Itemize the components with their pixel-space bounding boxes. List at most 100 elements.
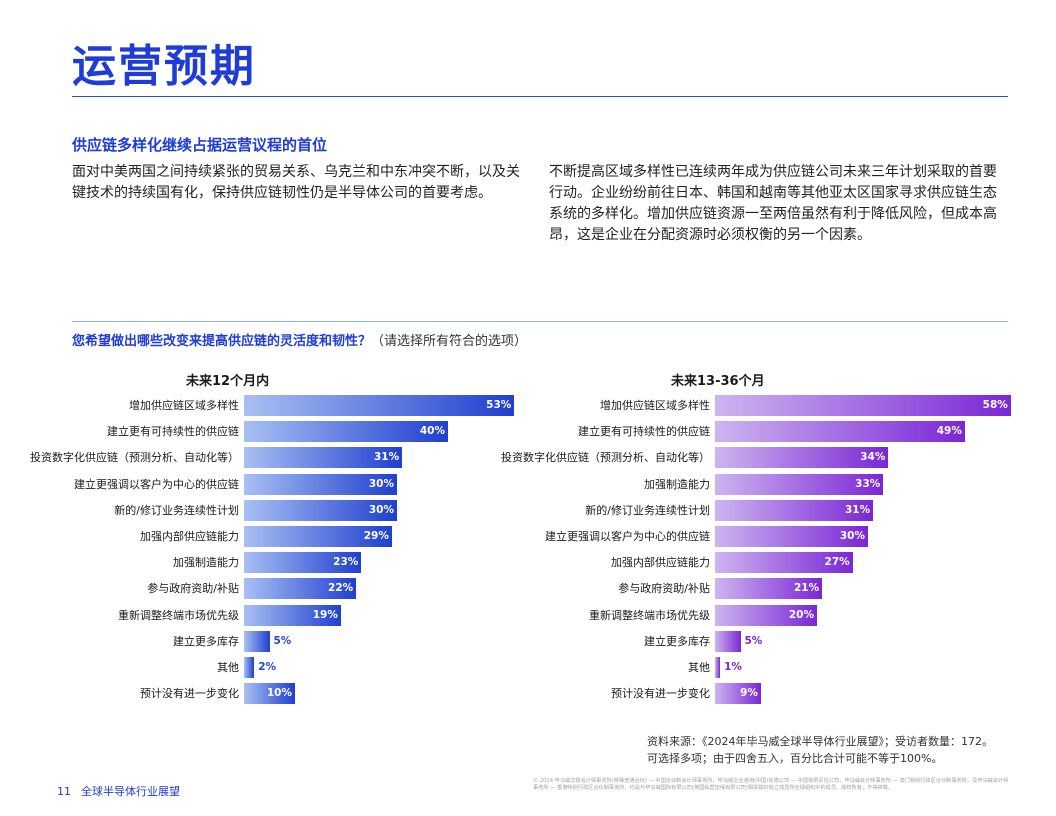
bar-value-label: 5%	[273, 634, 292, 647]
bar-value-label: 27%	[824, 556, 850, 569]
bar-value-label: 40%	[419, 425, 445, 438]
bar-category-label: 新的/修订业务连续性计划	[585, 503, 710, 517]
bar-value-label: 31%	[373, 451, 400, 464]
bar	[715, 552, 853, 574]
bar	[244, 395, 515, 416]
survey-question: 您希望做出哪些改变来提高供应链的灵活度和韧性？（请选择所有符合的选项）	[72, 330, 527, 349]
bar-row: 建立更强调以客户为中心的供应链 30%	[0, 473, 1056, 500]
bar-category-label: 建立更强调以客户为中心的供应链	[74, 477, 239, 491]
bar	[715, 604, 817, 626]
bar-value-label: 21%	[793, 582, 820, 595]
source-line-2: 可选择多项；由于四舍五入，百分比合计可能不等于100%。	[647, 752, 943, 765]
bar	[715, 395, 1011, 416]
bar-value-label: 58%	[982, 399, 1008, 411]
bar-category-label: 投资数字化供应链（预测分析、自动化等）	[501, 451, 710, 465]
chart-divider	[72, 321, 1008, 322]
bar-category-label: 加强制造能力	[644, 477, 710, 491]
bar-row: 增加供应链区域多样性 53%	[0, 395, 1056, 421]
bar-row: 重新调整终端市场优先级 20%	[0, 604, 1056, 631]
bar	[244, 447, 403, 469]
bar-row: 投资数字化供应链（预测分析、自动化等） 34%	[0, 447, 1056, 473]
top-divider	[72, 96, 1008, 97]
bar	[715, 473, 884, 495]
bar-category-label: 加强内部供应链能力	[611, 556, 710, 570]
bar	[715, 657, 721, 678]
bar-value-label: 30%	[368, 477, 394, 490]
bar-value-label: 23%	[333, 556, 359, 569]
bar-value-label: 29%	[363, 530, 389, 542]
survey-question-text: 您希望做出哪些改变来提高供应链的灵活度和韧性？	[72, 334, 372, 349]
bar-row: 建立更强调以客户为中心的供应链 30%	[0, 526, 1056, 552]
bar	[244, 421, 448, 443]
bar	[715, 447, 889, 469]
bar-category-label: 加强制造能力	[173, 556, 239, 570]
bar	[715, 526, 868, 547]
bar	[244, 552, 362, 574]
bar	[244, 657, 255, 678]
paragraph-left: 面对中美两国之间持续紧张的贸易关系、乌克兰和中东冲突不断，以及关键技术的持续国有…	[72, 164, 520, 201]
bar-row: 加强内部供应链能力 29%	[0, 526, 1056, 552]
bar-category-label: 建立更多库存	[644, 634, 710, 648]
bar-row: 投资数字化供应链（预测分析、自动化等） 31%	[0, 447, 1056, 473]
bar-row: 其他 1%	[0, 657, 1056, 683]
page-number: 11	[57, 785, 71, 798]
bar-category-label: 预计没有进一步变化	[611, 687, 710, 701]
bar-row: 建立更有可持续性的供应链 40%	[0, 421, 1056, 447]
bar-row: 参与政府资助/补贴 22%	[0, 578, 1056, 604]
bar-row: 新的/修订业务连续性计划 31%	[0, 499, 1056, 526]
bar-value-label: 19%	[312, 608, 338, 621]
bar-row: 建立更有可持续性的供应链 49%	[0, 421, 1056, 447]
bar-value-label: 22%	[328, 582, 354, 595]
bar-category-label: 增加供应链区域多样性	[129, 399, 239, 412]
paragraph-right: 不断提高区域多样性已连续两年成为供应链公司未来三年计划采取的首要行动。企业纷纷前…	[549, 164, 997, 243]
bar	[244, 578, 357, 600]
bar-row: 预计没有进一步变化 9%	[0, 683, 1056, 709]
chart-title-12-months: 未来12个月内	[186, 374, 270, 389]
section-heading: 供应链多样化继续占据运营议程的首位	[72, 136, 328, 154]
bar	[244, 473, 397, 495]
bar	[715, 421, 965, 443]
bar-value-label: 30%	[839, 530, 865, 542]
survey-question-note: （请选择所有符合的选项）	[371, 334, 528, 349]
bar-category-label: 建立更有可持续性的供应链	[107, 425, 239, 439]
bar-row: 增加供应链区域多样性 58%	[0, 395, 1056, 421]
bar-value-label: 53%	[486, 399, 512, 411]
footer: 11 全球半导体行业展望	[57, 783, 180, 799]
bar-category-label: 预计没有进一步变化	[140, 687, 239, 701]
footer-title: 全球半导体行业展望	[81, 785, 180, 798]
bar-value-label: 5%	[744, 634, 763, 647]
bar-row: 建立更多库存 5%	[0, 630, 1056, 657]
bar-category-label: 其他	[217, 661, 239, 674]
legal-notice: © 2024 毕马威华振会计师事务所(特殊普通合伙) — 中国合伙制会计师事务所…	[533, 778, 1009, 791]
bar	[244, 630, 270, 652]
bar-value-label: 33%	[855, 477, 881, 490]
bar-value-label: 49%	[936, 425, 962, 438]
bar-value-label: 1%	[724, 661, 742, 673]
source-line-1: 资料来源：《2024年毕马威全球半导体行业展望》；受访者数量：172。	[647, 735, 993, 748]
bar-value-label: 9%	[740, 687, 758, 700]
bar-category-label: 建立更有可持续性的供应链	[578, 425, 710, 439]
bar-category-label: 重新调整终端市场优先级	[118, 608, 239, 622]
bar-value-label: 30%	[368, 503, 394, 516]
bar-category-label: 增加供应链区域多样性	[600, 399, 710, 412]
bar-value-label: 2%	[258, 661, 277, 673]
bar	[715, 683, 761, 705]
bar-value-label: 31%	[844, 503, 871, 516]
bar-value-label: 20%	[788, 608, 814, 621]
bar	[715, 578, 823, 600]
source-note: 资料来源：《2024年毕马威全球半导体行业展望》；受访者数量：172。 可选择多…	[647, 733, 1007, 767]
bar-row: 加强制造能力 23%	[0, 552, 1056, 578]
bar-row: 预计没有进一步变化 10%	[0, 683, 1056, 709]
bar	[244, 683, 295, 705]
bar-category-label: 新的/修订业务连续性计划	[114, 503, 239, 517]
bar-category-label: 建立更多库存	[173, 634, 239, 648]
page-title: 运营预期	[72, 41, 256, 92]
bar-category-label: 其他	[688, 661, 710, 674]
bar-row: 建立更多库存 5%	[0, 630, 1056, 657]
bar	[715, 630, 741, 652]
bar	[715, 499, 874, 521]
bar	[244, 499, 397, 521]
bar-value-label: 34%	[860, 451, 886, 464]
bar-category-label: 参与政府资助/补贴	[618, 582, 710, 596]
bar-category-label: 加强内部供应链能力	[140, 530, 239, 543]
